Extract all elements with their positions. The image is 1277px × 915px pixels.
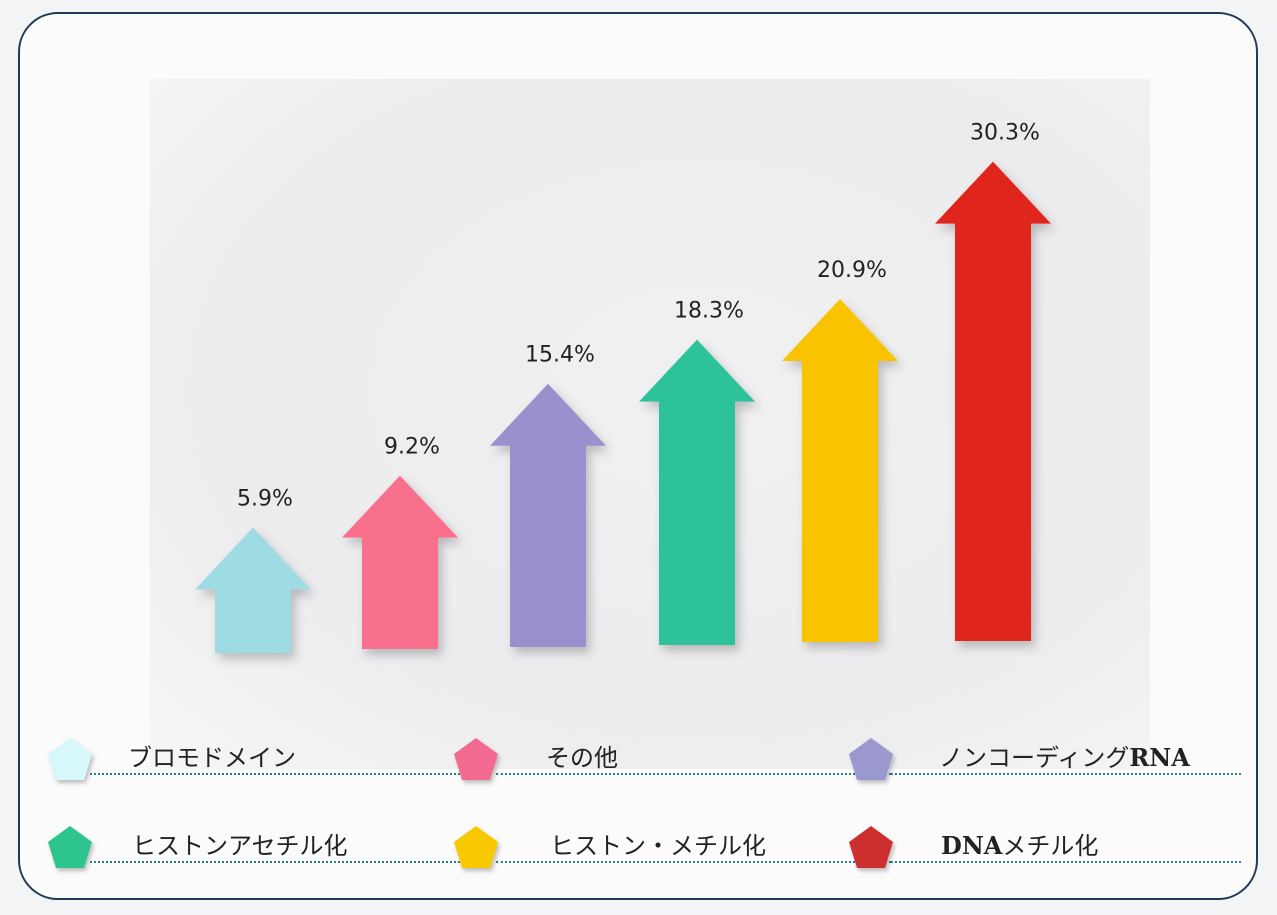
legend-item-other: その他: [450, 730, 891, 790]
pentagon-icon: [849, 826, 893, 868]
legend-divider: [891, 773, 1241, 775]
value-label: 15.4%: [525, 343, 595, 368]
legend-item-histone-methylation: ヒストン・メチル化: [450, 818, 891, 878]
pentagon-icon: [454, 738, 498, 780]
legend-divider: [496, 773, 891, 775]
legend-item-noncoding-rna: ノンコーディングRNA: [845, 730, 1241, 790]
pentagon-icon: [454, 826, 498, 868]
value-label: 18.3%: [674, 299, 744, 324]
pentagon-icon: [48, 738, 92, 780]
chart-frame: [18, 12, 1258, 900]
legend-label: その他: [546, 744, 618, 772]
value-label: 30.3%: [970, 121, 1040, 146]
arrow-bar: [490, 383, 606, 647]
legend-divider: [90, 773, 484, 775]
value-label: 9.2%: [384, 435, 440, 460]
legend-divider: [90, 861, 484, 863]
legend-label: ノンコーディングRNA: [939, 743, 1190, 772]
legend-label: ヒストンアセチル化: [132, 832, 348, 860]
legend-label: ブロモドメイン: [128, 744, 296, 772]
arrow-bar: [195, 527, 311, 653]
arrow-bar: [782, 298, 898, 642]
pentagon-icon: [48, 826, 92, 868]
pentagon-icon: [849, 738, 893, 780]
legend-label: DNAメチル化: [941, 831, 1099, 860]
legend-divider: [496, 861, 891, 863]
legend-label: ヒストン・メチル化: [550, 832, 766, 860]
legend-item-bromodomain: ブロモドメイン: [44, 730, 484, 790]
arrow-bar: [639, 339, 755, 645]
value-label: 5.9%: [237, 486, 293, 511]
legend-item-dna-methylation: DNAメチル化: [845, 818, 1241, 878]
arrow-bar: [935, 161, 1051, 641]
arrow-bar: [342, 475, 458, 649]
legend-item-histone-acetylation: ヒストンアセチル化: [44, 818, 484, 878]
value-label: 20.9%: [817, 258, 887, 283]
legend-divider: [891, 861, 1241, 863]
